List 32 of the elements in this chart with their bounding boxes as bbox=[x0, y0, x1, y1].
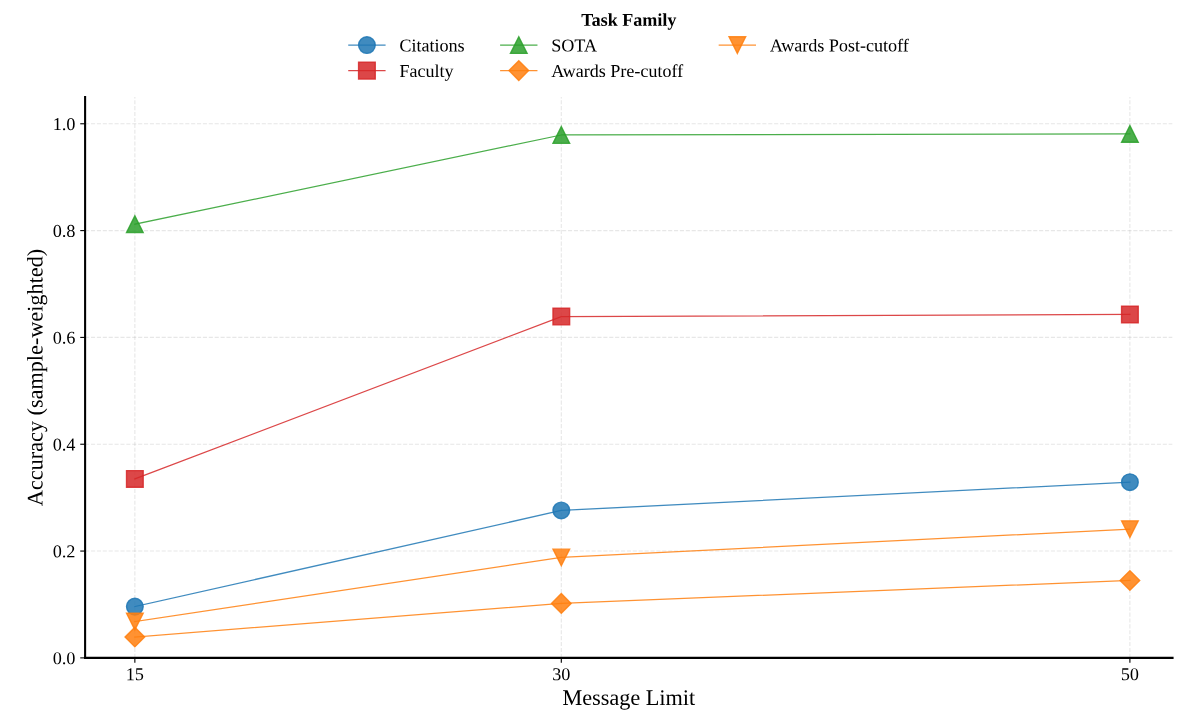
x-axis-title: Message Limit bbox=[563, 690, 696, 710]
point bbox=[1120, 520, 1139, 539]
legend-title: Task Family bbox=[581, 13, 677, 30]
x-tick-label: 15 bbox=[127, 668, 144, 681]
y-tick-label: 0.6 bbox=[53, 331, 75, 344]
point bbox=[552, 501, 571, 520]
point bbox=[1120, 305, 1139, 324]
legend-label: Awards Pre-cutoff bbox=[551, 64, 684, 78]
point bbox=[125, 469, 144, 488]
y-tick-label: 0.8 bbox=[53, 224, 75, 238]
legend-label: Faculty bbox=[399, 64, 454, 81]
legend-label: Citations bbox=[400, 39, 464, 52]
point bbox=[125, 597, 144, 616]
point bbox=[124, 626, 146, 648]
y-tick-label: 0.2 bbox=[53, 545, 75, 558]
y-axis-title: Accuracy (sample-weighted) bbox=[27, 249, 48, 506]
point bbox=[552, 125, 571, 145]
point bbox=[1120, 124, 1139, 143]
x-tick-label: 30 bbox=[553, 668, 570, 681]
point bbox=[125, 215, 144, 234]
point bbox=[1120, 473, 1139, 492]
point bbox=[1119, 569, 1141, 591]
legend-label: Awards Post-cutoff bbox=[770, 38, 909, 52]
point bbox=[552, 548, 571, 567]
legend-label: SOTA bbox=[552, 39, 597, 52]
y-tick-label: 1.0 bbox=[54, 118, 75, 131]
y-tick-label: 0.0 bbox=[53, 652, 75, 665]
x-tick-label: 50 bbox=[1121, 668, 1139, 681]
point bbox=[125, 612, 144, 631]
y-tick-label: 0.4 bbox=[53, 438, 76, 451]
point bbox=[550, 592, 572, 614]
point bbox=[552, 307, 571, 326]
